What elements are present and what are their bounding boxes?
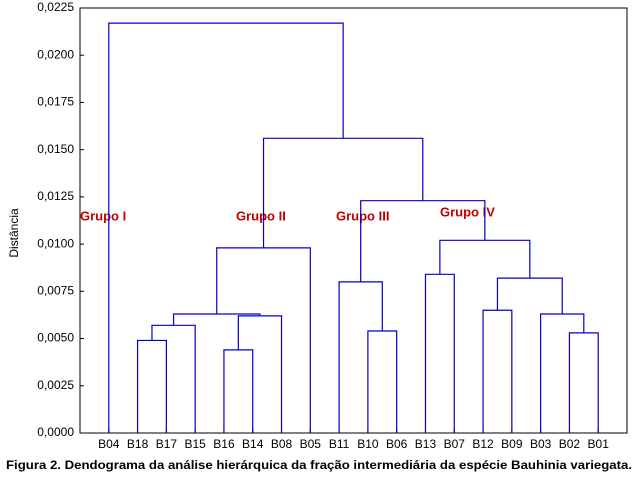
y-tick-label: 0,0100: [37, 236, 74, 250]
x-tick-label: B08: [271, 437, 293, 451]
x-tick-label: B18: [127, 437, 149, 451]
x-tick-label: B07: [444, 437, 466, 451]
dendrogram-link: [136, 339, 167, 433]
y-tick-label: 0,0050: [37, 331, 74, 345]
y-tick-label: 0,0025: [37, 378, 74, 392]
dendrogram-link: [237, 315, 283, 433]
y-tick-label: 0,0150: [37, 142, 74, 156]
dendrogram-link: [360, 200, 486, 282]
x-tick-label: B11: [329, 437, 350, 451]
group-label: Grupo II: [236, 208, 286, 223]
x-tick-label: B04: [98, 437, 120, 451]
x-tick-label: B05: [300, 437, 322, 451]
x-tick-label: B17: [156, 437, 178, 451]
y-axis-label: Distância: [7, 208, 21, 258]
x-tick-label: B01: [588, 437, 610, 451]
y-tick-label: 0,0125: [37, 189, 74, 203]
plot-frame: [79, 7, 628, 434]
x-tick-label: B14: [242, 437, 264, 451]
x-tick-label: B10: [357, 437, 379, 451]
dendrogram-link: [482, 309, 513, 433]
dendrogram-link: [540, 313, 585, 433]
x-tick-label: B02: [559, 437, 581, 451]
dendrogram-link: [424, 273, 455, 433]
dendrogram-link: [568, 332, 599, 433]
x-tick-label: B16: [213, 437, 235, 451]
dendrogram-link: [223, 349, 254, 433]
dendrogram-link: [151, 324, 196, 433]
dendrogram-link: [262, 137, 424, 248]
dendrogram-link: [439, 239, 531, 279]
caption: Figura 2. Dendograma da análise hierárqu…: [6, 458, 632, 472]
y-tick-label: 0,0175: [37, 95, 74, 109]
x-tick-label: B15: [184, 437, 206, 451]
dendrogram-link: [367, 330, 398, 433]
dendrogram-link: [496, 277, 563, 314]
y-tick-label: 0,0000: [37, 425, 74, 439]
group-label: Grupo I: [80, 208, 126, 223]
y-tick-label: 0,0225: [37, 0, 74, 14]
group-label: Grupo IV: [440, 204, 495, 219]
group-label: Grupo III: [336, 208, 389, 223]
x-tick-label: B12: [472, 437, 494, 451]
dendrogram-link: [108, 22, 344, 433]
x-tick-label: B03: [530, 437, 552, 451]
y-tick-label: 0,0075: [37, 284, 74, 298]
x-tick-label: B09: [501, 437, 523, 451]
dendrogram-link: [338, 281, 383, 433]
dendrogram-link: [216, 247, 311, 433]
x-tick-label: B13: [415, 437, 437, 451]
x-tick-label: B06: [386, 437, 408, 451]
y-tick-label: 0,0200: [37, 47, 74, 61]
